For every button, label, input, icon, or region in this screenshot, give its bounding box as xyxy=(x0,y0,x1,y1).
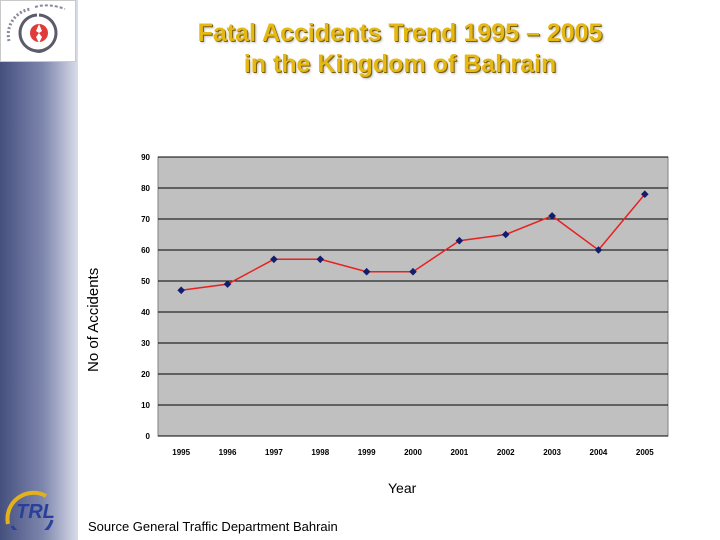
data-point-2000 xyxy=(409,267,417,276)
plot-area xyxy=(157,156,669,437)
x-tick-label: 2005 xyxy=(636,448,654,457)
x-tick-label: 1998 xyxy=(311,448,329,457)
data-point-2004 xyxy=(594,246,603,254)
ministry-emblem-logo xyxy=(0,0,76,62)
x-tick-labels: 1995 1996 1997 1998 1999 2000 2001 2002 2003 2004… xyxy=(172,448,654,457)
title-line-1: Fatal Accidents Trend 1995 – 2005 xyxy=(197,19,603,47)
data-point-1998 xyxy=(316,255,325,264)
slide-title: Fatal Accidents Trend 1995 – 2005 in the… xyxy=(150,18,650,80)
x-tick-label: 2004 xyxy=(590,448,608,457)
x-tick-label: 1995 xyxy=(172,448,190,457)
title-line-2: in the Kingdom of Bahrain xyxy=(243,50,557,78)
y-tick-label: 70 xyxy=(141,215,150,224)
data-point-1996 xyxy=(223,280,232,288)
y-tick-label: 0 xyxy=(146,432,151,441)
x-tick-label: 2002 xyxy=(497,448,515,457)
y-axis-label: No of Accidents xyxy=(85,267,102,372)
y-tick-label: 50 xyxy=(141,277,150,286)
trl-logo: TRL xyxy=(2,490,74,538)
y-tick-labels: 0 10 20 30 40 50 60 70 80 90 xyxy=(141,153,150,441)
data-point-2005 xyxy=(641,190,649,198)
data-point-2001 xyxy=(455,236,464,245)
y-tick-label: 80 xyxy=(141,184,150,193)
data-markers xyxy=(177,190,649,295)
x-tick-label: 2000 xyxy=(404,448,422,457)
data-point-2003 xyxy=(548,212,556,220)
x-tick-label: 2003 xyxy=(543,448,561,457)
data-point-2002 xyxy=(501,230,510,239)
x-tick-label: 2001 xyxy=(450,448,468,457)
x-axis-label: Year xyxy=(388,480,417,496)
left-decorative-bar xyxy=(0,0,78,540)
x-tick-label: 1996 xyxy=(219,448,237,457)
x-tick-label: 1999 xyxy=(358,448,376,457)
y-tick-label: 20 xyxy=(141,370,150,379)
data-point-1995 xyxy=(177,286,185,295)
x-tick-label: 1997 xyxy=(265,448,283,457)
y-tick-label: 40 xyxy=(141,308,150,317)
source-note: Source General Traffic Department Bahrai… xyxy=(88,519,338,534)
data-point-1999 xyxy=(362,267,371,276)
data-point-1997 xyxy=(270,255,278,264)
y-tick-label: 10 xyxy=(141,401,150,410)
gridlines xyxy=(158,156,668,437)
y-tick-label: 60 xyxy=(141,246,150,255)
y-tick-label: 30 xyxy=(141,339,150,348)
y-tick-label: 90 xyxy=(141,153,150,162)
trl-logo-text: TRL xyxy=(16,501,55,523)
